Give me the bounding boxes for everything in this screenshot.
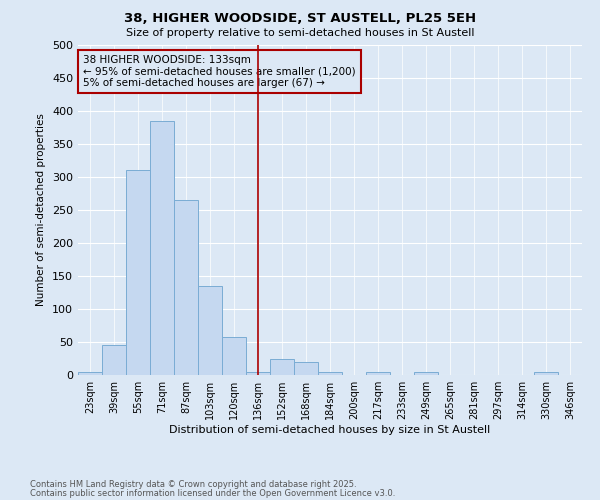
Bar xyxy=(534,372,558,375)
Bar xyxy=(102,344,126,375)
Bar xyxy=(126,170,150,375)
Bar xyxy=(150,121,174,375)
Bar xyxy=(198,286,222,375)
X-axis label: Distribution of semi-detached houses by size in St Austell: Distribution of semi-detached houses by … xyxy=(169,425,491,435)
Bar xyxy=(294,362,318,375)
Text: Contains HM Land Registry data © Crown copyright and database right 2025.: Contains HM Land Registry data © Crown c… xyxy=(30,480,356,489)
Y-axis label: Number of semi-detached properties: Number of semi-detached properties xyxy=(37,114,46,306)
Bar xyxy=(174,200,198,375)
Bar xyxy=(222,338,246,375)
Text: Contains public sector information licensed under the Open Government Licence v3: Contains public sector information licen… xyxy=(30,488,395,498)
Bar xyxy=(366,372,390,375)
Bar xyxy=(414,372,438,375)
Bar xyxy=(318,372,342,375)
Bar xyxy=(270,358,294,375)
Text: 38 HIGHER WOODSIDE: 133sqm
← 95% of semi-detached houses are smaller (1,200)
5% : 38 HIGHER WOODSIDE: 133sqm ← 95% of semi… xyxy=(83,55,356,88)
Text: Size of property relative to semi-detached houses in St Austell: Size of property relative to semi-detach… xyxy=(126,28,474,38)
Text: 38, HIGHER WOODSIDE, ST AUSTELL, PL25 5EH: 38, HIGHER WOODSIDE, ST AUSTELL, PL25 5E… xyxy=(124,12,476,26)
Bar xyxy=(246,372,270,375)
Bar xyxy=(78,372,102,375)
